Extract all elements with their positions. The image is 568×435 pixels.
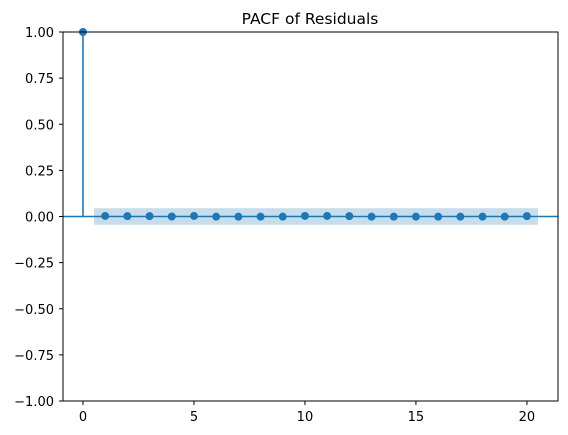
y-tick-label-3: −0.25 [14, 257, 54, 272]
y-tick-label-1: −0.75 [14, 349, 54, 364]
y-tick-label-0: −1.00 [14, 395, 54, 410]
x-tick-label-10: 10 [297, 410, 314, 425]
marker-lag-18 [478, 212, 487, 221]
marker-lag-6 [212, 212, 221, 221]
marker-lag-13 [367, 212, 376, 221]
marker-lag-5 [189, 211, 198, 220]
marker-lag-12 [345, 212, 354, 221]
marker-lag-1 [101, 211, 110, 220]
x-tick-label-20: 20 [519, 410, 536, 425]
marker-lag-11 [323, 211, 332, 220]
marker-lag-17 [456, 212, 465, 221]
y-tick-label-7: 0.75 [25, 72, 54, 87]
marker-lag-19 [500, 212, 509, 221]
x-tick-label-5: 5 [190, 410, 198, 425]
x-tick-label-0: 0 [79, 410, 87, 425]
y-tick-label-2: −0.50 [14, 303, 54, 318]
stem-layer [82, 32, 528, 217]
marker-lag-3 [145, 212, 154, 221]
marker-lag-9 [278, 212, 287, 221]
y-tick-label-6: 0.50 [25, 118, 54, 133]
marker-lag-4 [167, 212, 176, 221]
y-tick-label-8: 1.00 [25, 26, 54, 41]
marker-lag-7 [234, 212, 243, 221]
marker-lag-14 [389, 212, 398, 221]
chart-title: PACF of Residuals [242, 10, 379, 28]
marker-lag-8 [256, 212, 265, 221]
marker-lag-16 [434, 212, 443, 221]
marker-layer [78, 27, 531, 221]
x-tick-label-15: 15 [408, 410, 425, 425]
marker-lag-2 [123, 212, 132, 221]
y-tick-label-5: 0.25 [25, 164, 54, 179]
marker-lag-15 [411, 212, 420, 221]
tick-layer: 0 5 10 15 20 −1.00 −0.75 −0.50 −0.25 0.00 0.25 0.50… [14, 26, 535, 425]
marker-lag-20 [522, 212, 531, 221]
y-tick-label-4: 0.00 [25, 211, 54, 226]
marker-lag-10 [300, 211, 309, 220]
